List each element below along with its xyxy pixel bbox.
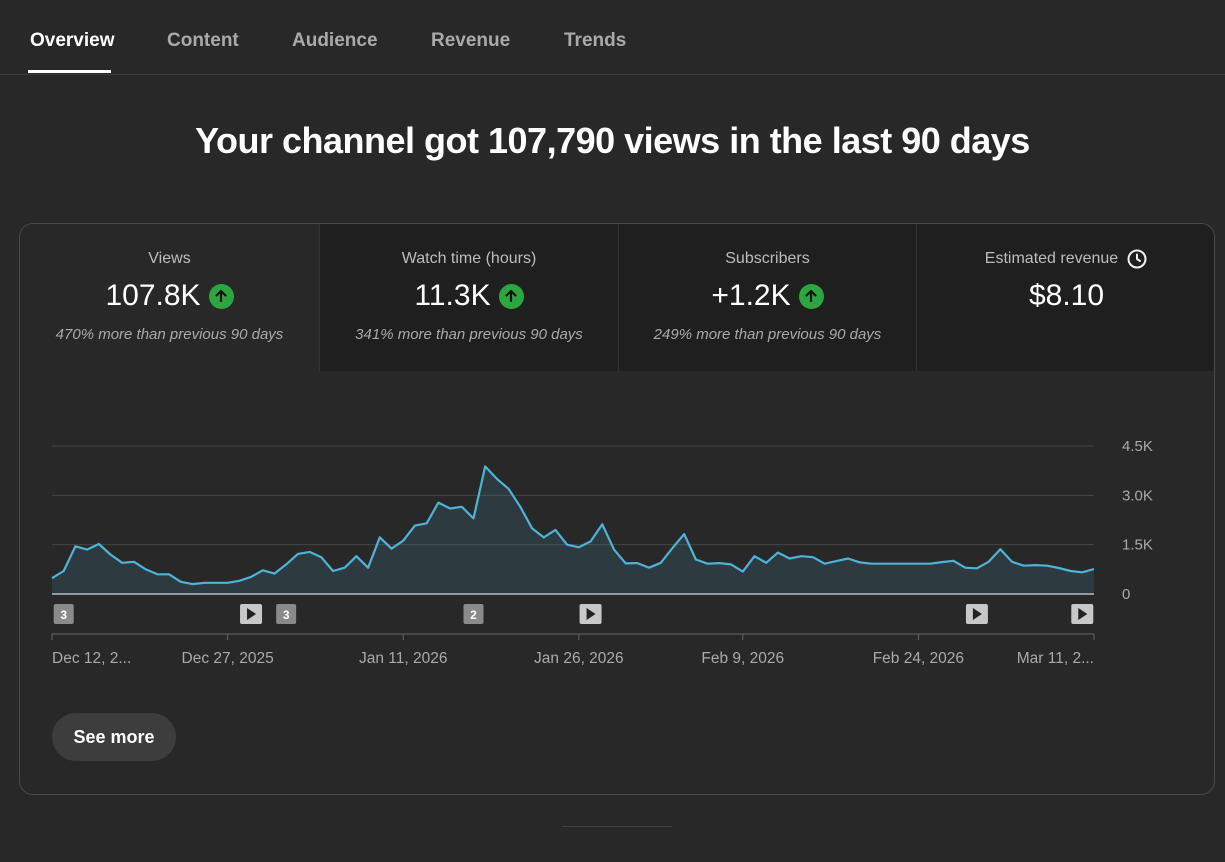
x-tick-label: Dec 12, 2... bbox=[52, 650, 131, 667]
video-count-label: 3 bbox=[283, 608, 290, 622]
metric-value: 107.8K bbox=[105, 279, 201, 312]
metric-label: Views bbox=[148, 250, 191, 267]
arrow-up-icon bbox=[798, 283, 824, 309]
x-tick-label: Mar 11, 2... bbox=[1017, 650, 1094, 667]
divider bbox=[562, 826, 672, 827]
video-count-marker bbox=[276, 604, 297, 624]
page-headline: Your channel got 107,790 views in the la… bbox=[195, 120, 1030, 161]
arrow-up-icon bbox=[498, 283, 524, 309]
y-tick-label: 0 bbox=[1122, 586, 1130, 603]
overview-card: Views 107.8K 470% more than previous 90 … bbox=[19, 223, 1215, 795]
x-tick-label: Feb 9, 2026 bbox=[701, 650, 784, 667]
metric-value: $8.10 bbox=[1028, 279, 1105, 312]
metric-watch-time[interactable]: Watch time (hours) 11.3K 341% more than … bbox=[319, 224, 618, 371]
video-count-label: 2 bbox=[470, 608, 477, 622]
area-fill bbox=[52, 466, 1094, 594]
metric-revenue[interactable]: Estimated revenue $8.10 bbox=[916, 224, 1214, 371]
x-tick-label: Dec 27, 2025 bbox=[182, 650, 274, 667]
metric-change: 341% more than previous 90 days bbox=[355, 326, 583, 343]
tab-revenue[interactable]: Revenue bbox=[431, 30, 511, 51]
views-chart[interactable]: 4.5K 3.0K 1.5K 0 3 3 2 Dec 12, 2... Dec 27, 2025… bbox=[20, 371, 1214, 701]
video-count-marker bbox=[53, 604, 74, 624]
metric-label: Watch time (hours) bbox=[401, 250, 537, 267]
y-tick-label: 1.5K bbox=[1122, 537, 1153, 554]
metric-value: +1.2K bbox=[711, 279, 791, 312]
metric-label: Estimated revenue bbox=[984, 250, 1119, 267]
tab-audience[interactable]: Audience bbox=[292, 30, 378, 51]
video-count-label: 3 bbox=[60, 608, 67, 622]
metric-label: Subscribers bbox=[725, 250, 810, 267]
chart-svg: 4.5K 3.0K 1.5K 0 3 3 2 Dec 12, 2... Dec 27, 2025… bbox=[51, 438, 1153, 667]
active-tab-indicator bbox=[28, 70, 111, 73]
tab-trends[interactable]: Trends bbox=[564, 30, 627, 51]
play-icon bbox=[1078, 608, 1088, 620]
metric-change: 249% more than previous 90 days bbox=[653, 326, 882, 343]
see-more-button[interactable]: See more bbox=[52, 713, 176, 761]
arrow-up-icon bbox=[208, 283, 234, 309]
clock-icon[interactable] bbox=[1126, 248, 1148, 270]
metric-change: 470% more than previous 90 days bbox=[55, 326, 284, 343]
tab-overview[interactable]: Overview bbox=[30, 30, 115, 51]
play-icon bbox=[586, 608, 596, 620]
play-icon bbox=[972, 608, 982, 620]
play-icon bbox=[247, 608, 257, 620]
x-tick-label: Jan 26, 2026 bbox=[534, 650, 624, 667]
metric-views[interactable]: Views 107.8K 470% more than previous 90 … bbox=[20, 224, 319, 371]
x-tick-label: Feb 24, 2026 bbox=[873, 650, 964, 667]
tab-content[interactable]: Content bbox=[167, 30, 239, 51]
metric-tabs: Views 107.8K 470% more than previous 90 … bbox=[20, 224, 1214, 371]
x-tick-label: Jan 11, 2026 bbox=[359, 650, 447, 667]
metric-subscribers[interactable]: Subscribers +1.2K 249% more than previou… bbox=[618, 224, 916, 371]
metric-value: 11.3K bbox=[414, 279, 491, 312]
views-series-line bbox=[51, 465, 1095, 586]
y-tick-label: 4.5K bbox=[1122, 438, 1153, 455]
video-count-marker bbox=[463, 604, 484, 624]
tab-bar: Overview Content Audience Revenue Trends bbox=[0, 0, 1225, 75]
y-tick-label: 3.0K bbox=[1122, 487, 1153, 504]
